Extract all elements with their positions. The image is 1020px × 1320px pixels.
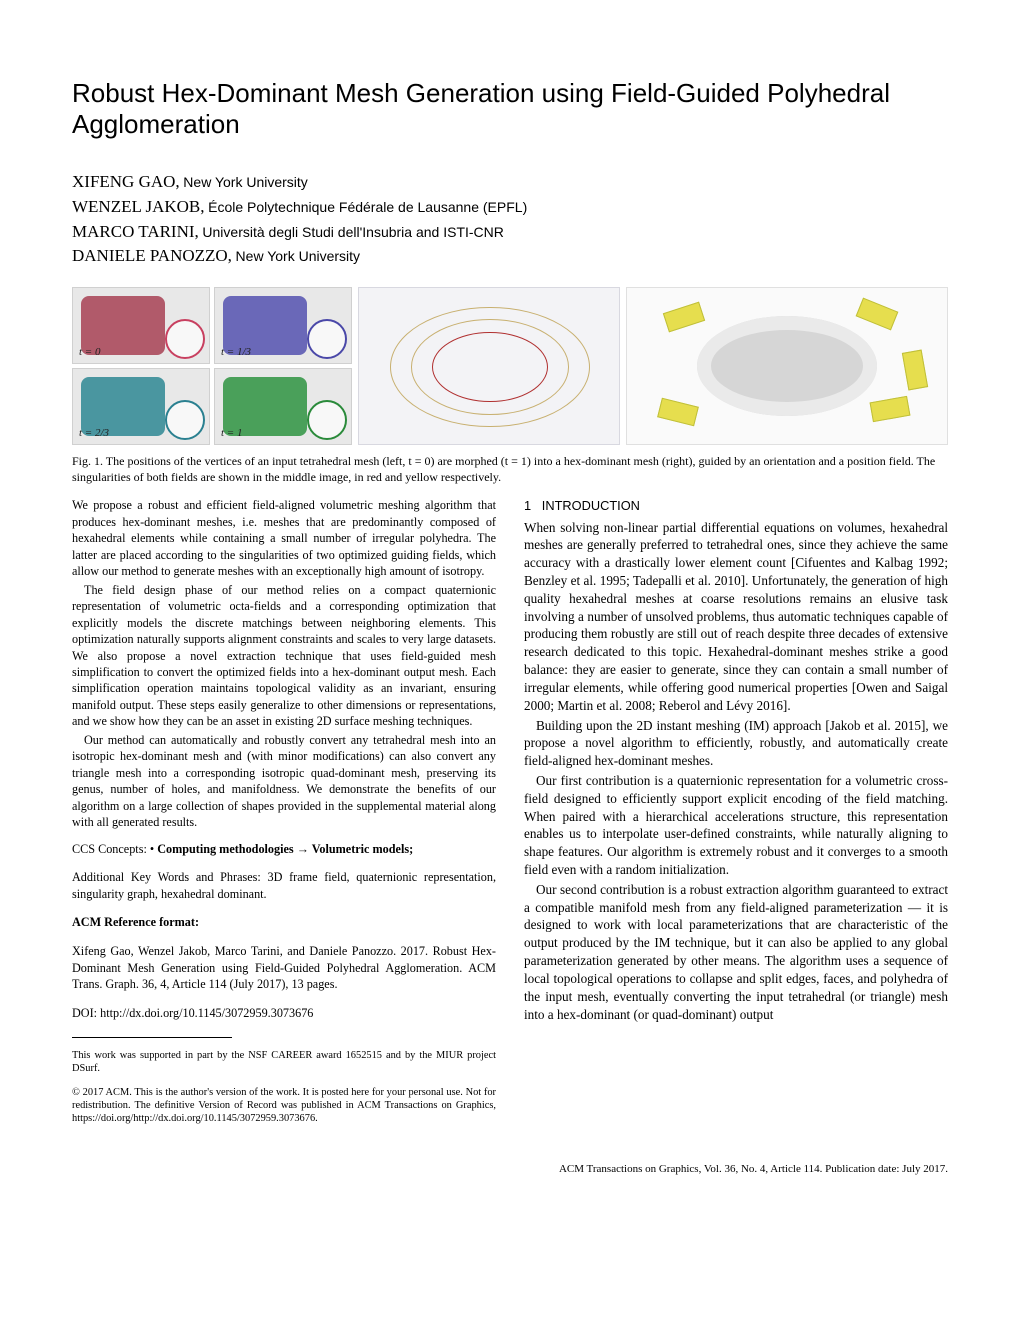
section-title: INTRODUCTION: [542, 498, 640, 513]
ccs-concepts: CCS Concepts: • Computing methodologies …: [72, 841, 496, 857]
ref-format-head: ACM Reference format:: [72, 914, 496, 930]
mesh-thumb-label: t = 2/3: [79, 426, 109, 441]
right-column: 1 INTRODUCTION When solving non-linear p…: [524, 497, 948, 1136]
footnote-funding: This work was supported in part by the N…: [72, 1049, 496, 1076]
mesh-thumb-t23: t = 2/3: [72, 368, 210, 445]
author-affil: Università degli Studi dell'Insubria and…: [202, 224, 503, 240]
author-block: XIFENG GAO, New York University WENZEL J…: [72, 170, 948, 269]
keywords: Additional Key Words and Phrases: 3D fra…: [72, 869, 496, 902]
author-line: WENZEL JAKOB, École Polytechnique Fédéra…: [72, 195, 948, 220]
mesh-thumb-t0: t = 0: [72, 287, 210, 364]
abstract-p2: The field design phase of our method rel…: [72, 582, 496, 730]
paper-title: Robust Hex-Dominant Mesh Generation usin…: [72, 78, 948, 140]
figure-1-caption: Fig. 1. The positions of the vertices of…: [72, 453, 948, 485]
section-heading: 1 INTRODUCTION: [524, 497, 948, 514]
author-affil: École Polytechnique Fédérale de Lausanne…: [208, 199, 527, 215]
mesh-thumb-label: t = 0: [79, 345, 100, 360]
figure-1-left-grid: t = 0 t = 1/3 t = 2/3 t = 1: [72, 287, 352, 445]
intro-p2: Building upon the 2D instant meshing (IM…: [524, 717, 948, 770]
author-line: DANIELE PANOZZO, New York University: [72, 244, 948, 269]
ref-format-doi: DOI: http://dx.doi.org/10.1145/3072959.3…: [72, 1005, 496, 1021]
ccs-value: Computing methodologies → Volumetric mod…: [157, 842, 413, 856]
keywords-label: Additional Key Words and Phrases:: [72, 870, 267, 884]
author-affil: New York University: [183, 174, 308, 190]
mesh-thumb-label: t = 1: [221, 426, 242, 441]
ccs-label: CCS Concepts: •: [72, 842, 157, 856]
author-name: XIFENG GAO,: [72, 172, 180, 191]
figure-1-right: [626, 287, 948, 445]
ref-format-body: Xifeng Gao, Wenzel Jakob, Marco Tarini, …: [72, 943, 496, 992]
author-name: DANIELE PANOZZO,: [72, 246, 232, 265]
abstract-p3: Our method can automatically and robustl…: [72, 732, 496, 831]
author-name: WENZEL JAKOB,: [72, 197, 205, 216]
footnote-copyright: © 2017 ACM. This is the author's version…: [72, 1086, 496, 1126]
author-line: XIFENG GAO, New York University: [72, 170, 948, 195]
footnote-rule: [72, 1037, 232, 1038]
mesh-thumb-t13: t = 1/3: [214, 287, 352, 364]
left-column: We propose a robust and efficient field-…: [72, 497, 496, 1136]
author-affil: New York University: [236, 248, 361, 264]
mesh-thumb-t1: t = 1: [214, 368, 352, 445]
figure-1: t = 0 t = 1/3 t = 2/3 t = 1: [72, 287, 948, 485]
figure-1-middle: [358, 287, 620, 445]
intro-p3: Our first contribution is a quaternionic…: [524, 772, 948, 879]
author-line: MARCO TARINI, Università degli Studi del…: [72, 220, 948, 245]
intro-p1: When solving non-linear partial differen…: [524, 519, 948, 715]
intro-p4: Our second contribution is a robust extr…: [524, 881, 948, 1024]
page-footer: ACM Transactions on Graphics, Vol. 36, N…: [72, 1162, 948, 1177]
abstract-p1: We propose a robust and efficient field-…: [72, 497, 496, 579]
mesh-thumb-label: t = 1/3: [221, 345, 251, 360]
author-name: MARCO TARINI,: [72, 222, 199, 241]
section-number: 1: [524, 498, 531, 513]
